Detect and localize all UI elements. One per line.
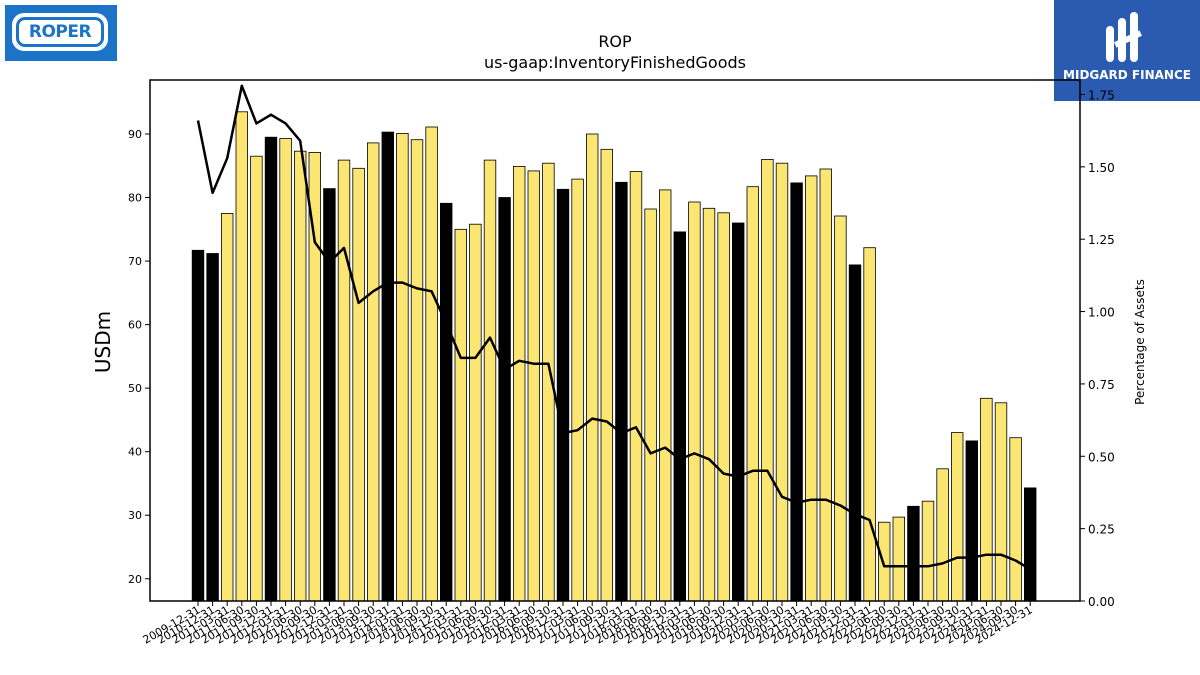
- bar-2016-06-30: [571, 178, 584, 602]
- bar-2014-06-30: [454, 228, 468, 602]
- bar-2013-03-31: [381, 131, 395, 602]
- bar-2011-03-31: [264, 136, 278, 602]
- bar-2020-06-30: [805, 175, 818, 602]
- bar-2012-06-30: [337, 159, 351, 602]
- plot-frame: [149, 79, 1081, 602]
- y2-tick-label: 0.50: [1088, 450, 1115, 464]
- bar-2021-12-31: [892, 516, 906, 602]
- bar-2020-03-31: [790, 182, 803, 602]
- y-tick-label: 90: [128, 128, 142, 141]
- y2-tick-label: 1.50: [1088, 161, 1115, 175]
- bar-2023-12-31: [1009, 437, 1022, 602]
- y-tick-label: 40: [128, 446, 142, 459]
- bar-2020-09-30: [819, 168, 833, 602]
- y-tick-label: 60: [128, 319, 142, 332]
- y-axis-label: USDm: [91, 311, 115, 373]
- bar-2014-03-31: [439, 202, 453, 602]
- bar-2018-06-30: [688, 201, 701, 602]
- bar-2015-09-30: [527, 170, 541, 602]
- y-tick-label: 80: [128, 192, 142, 205]
- bar-2015-03-31: [498, 197, 511, 602]
- y-tick-label: 20: [128, 573, 142, 586]
- bar-2024-03-31: [1024, 487, 1037, 602]
- bar-2019-12-31: [775, 162, 789, 602]
- bar-2010-12-31: [250, 155, 263, 602]
- bar-2009-12-31: [191, 249, 205, 602]
- y2-tick-label: 1.25: [1088, 233, 1115, 247]
- bar-2014-12-31: [483, 159, 497, 602]
- roper-logo-text: ROPER: [28, 22, 92, 42]
- bar-2021-03-31: [848, 264, 862, 602]
- bar-2019-09-30: [761, 158, 774, 602]
- percentage-of-assets-line: [196, 84, 1031, 571]
- bars-group: [191, 111, 1037, 602]
- roper-logo-ring: [16, 17, 104, 47]
- bar-2021-06-30: [863, 247, 876, 602]
- y2-axis-label: Percentage of Assets: [1133, 279, 1147, 405]
- y2-tick-label: 1.75: [1088, 88, 1115, 102]
- bar-2010-06-30: [220, 212, 234, 602]
- bar-2013-12-31: [425, 126, 438, 602]
- roper-logo: ROPER: [5, 5, 117, 61]
- chart-subtitle: us-gaap:InventoryFinishedGoods: [484, 53, 746, 72]
- y2-tick-label: 0.75: [1088, 378, 1115, 392]
- bar-2022-03-31: [907, 505, 920, 602]
- bar-2017-09-30: [644, 208, 657, 602]
- bar-2019-03-31: [732, 222, 745, 602]
- bar-2012-03-31: [323, 188, 336, 602]
- right-axis-ticks: 0.00 0.25 0.50 0.75 1.00 1.25 1.50 1.75: [1080, 88, 1115, 609]
- y-tick-label: 30: [128, 509, 142, 522]
- bar-2022-12-31: [951, 432, 964, 602]
- bar-2017-03-31: [615, 181, 628, 602]
- bar-2012-09-30: [352, 167, 365, 602]
- bar-2020-12-31: [834, 215, 847, 602]
- bar-2016-09-30: [586, 133, 599, 602]
- bar-2016-12-31: [600, 148, 614, 602]
- bar-2011-09-30: [293, 150, 307, 602]
- bar-2010-09-30: [235, 111, 249, 602]
- bar-2018-03-31: [673, 231, 687, 602]
- bar-2015-06-30: [513, 165, 526, 602]
- y-tick-label: 50: [128, 382, 142, 395]
- y2-tick-label: 0.25: [1088, 523, 1115, 537]
- bar-2013-06-30: [396, 132, 409, 602]
- bar-2011-06-30: [279, 138, 292, 602]
- bar-2010-03-31: [206, 253, 219, 602]
- bar-2019-06-30: [746, 186, 760, 602]
- roper-logo-badge: ROPER: [12, 13, 108, 51]
- x-axis-ticks: 2009-12-312010-12-312011-03-312011-06-30…: [141, 601, 1035, 647]
- midgard-logo-text: MIDGARD FINANCE: [1063, 68, 1191, 82]
- y2-tick-label: 1.00: [1088, 306, 1115, 320]
- bar-2023-03-31: [965, 440, 979, 602]
- bar-2016-03-31: [556, 188, 570, 602]
- midgard-finance-logo: MIDGARD FINANCE: [1054, 0, 1200, 101]
- bar-2018-09-30: [702, 207, 716, 602]
- bar-2022-06-30: [921, 500, 935, 602]
- midgard-mark-icon: [1106, 12, 1142, 62]
- bar-2017-12-31: [659, 189, 672, 602]
- y2-tick-label: 0.00: [1088, 595, 1115, 609]
- left-axis-ticks: 20 30 40 50 60 70 80 90: [128, 128, 150, 586]
- bar-2022-09-30: [936, 468, 949, 602]
- y-tick-label: 70: [128, 255, 142, 268]
- bar-2023-06-30: [980, 397, 993, 602]
- bar-2023-09-30: [994, 402, 1008, 602]
- bar-2012-12-31: [366, 142, 380, 602]
- chart-title: ROP: [598, 32, 632, 51]
- bar-2018-12-31: [717, 212, 730, 602]
- bar-2021-09-30: [878, 521, 891, 602]
- bar-2013-09-30: [410, 139, 424, 602]
- bar-2017-06-30: [629, 171, 643, 602]
- bar-2014-09-30: [469, 223, 482, 602]
